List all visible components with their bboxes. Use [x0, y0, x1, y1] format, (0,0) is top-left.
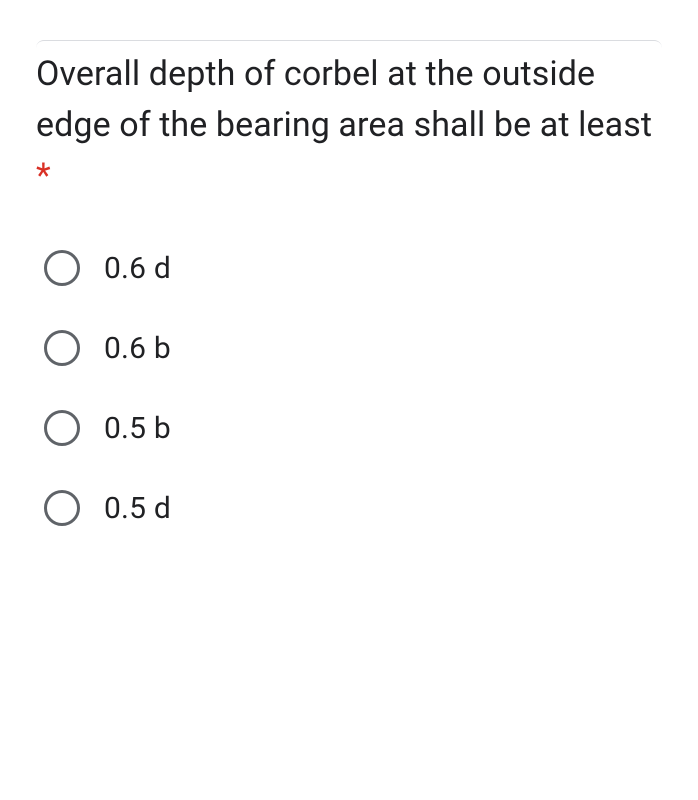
radio-icon	[44, 410, 80, 446]
option-label: 0.5 b	[104, 411, 171, 446]
radio-option[interactable]: 0.6 d	[44, 250, 662, 286]
question-title: Overall depth of corbel at the outside e…	[36, 49, 662, 202]
option-label: 0.6 d	[104, 251, 171, 286]
radio-option[interactable]: 0.5 b	[44, 410, 662, 446]
question-card: Overall depth of corbel at the outside e…	[36, 40, 662, 526]
question-text-content: Overall depth of corbel at the outside e…	[36, 54, 652, 145]
option-label: 0.5 d	[104, 491, 171, 526]
option-label: 0.6 b	[104, 331, 171, 366]
options-group: 0.6 d 0.6 b 0.5 b 0.5 d	[36, 250, 662, 526]
radio-icon	[44, 250, 80, 286]
radio-option[interactable]: 0.5 d	[44, 490, 662, 526]
radio-option[interactable]: 0.6 b	[44, 330, 662, 366]
radio-icon	[44, 330, 80, 366]
radio-icon	[44, 490, 80, 526]
required-asterisk: *	[36, 156, 51, 196]
